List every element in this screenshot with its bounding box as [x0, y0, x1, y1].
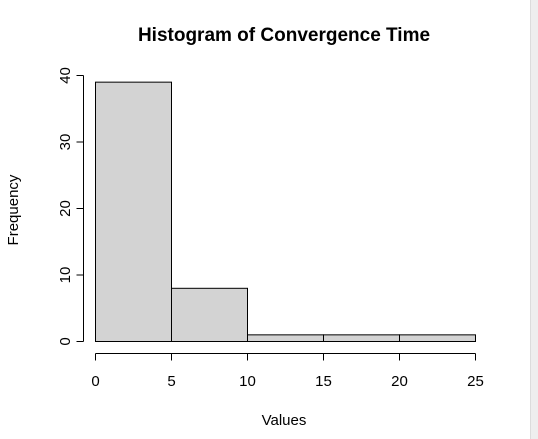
x-tick-label: 5	[167, 373, 175, 390]
y-axis: 0 10 20 30 40	[57, 67, 84, 346]
y-tick-label: 10	[57, 267, 74, 284]
x-tick-label: 10	[239, 373, 256, 390]
x-axis-label: Values	[262, 412, 307, 429]
window-edge	[530, 0, 538, 439]
chart-title: Histogram of Convergence Time	[138, 25, 430, 46]
bars-group	[95, 81, 476, 343]
y-tick-label: 20	[57, 200, 74, 217]
histogram-bar-0	[95, 81, 172, 343]
y-tick-label: 30	[57, 134, 74, 151]
y-axis-label: Frequency	[5, 174, 22, 245]
x-tick-label: 0	[91, 373, 99, 390]
x-tick-label: 20	[391, 373, 408, 390]
y-tick-label: 40	[57, 67, 74, 84]
histogram-bar-4	[399, 334, 476, 343]
x-axis: 0 5 10 15 20 25	[91, 353, 484, 390]
histogram-bar-2	[247, 334, 324, 343]
histogram-bar-1	[171, 287, 248, 342]
x-tick-label: 15	[315, 373, 332, 390]
x-tick-label: 25	[467, 373, 484, 390]
histogram-bar-3	[323, 334, 400, 343]
y-tick-label: 0	[57, 337, 74, 345]
